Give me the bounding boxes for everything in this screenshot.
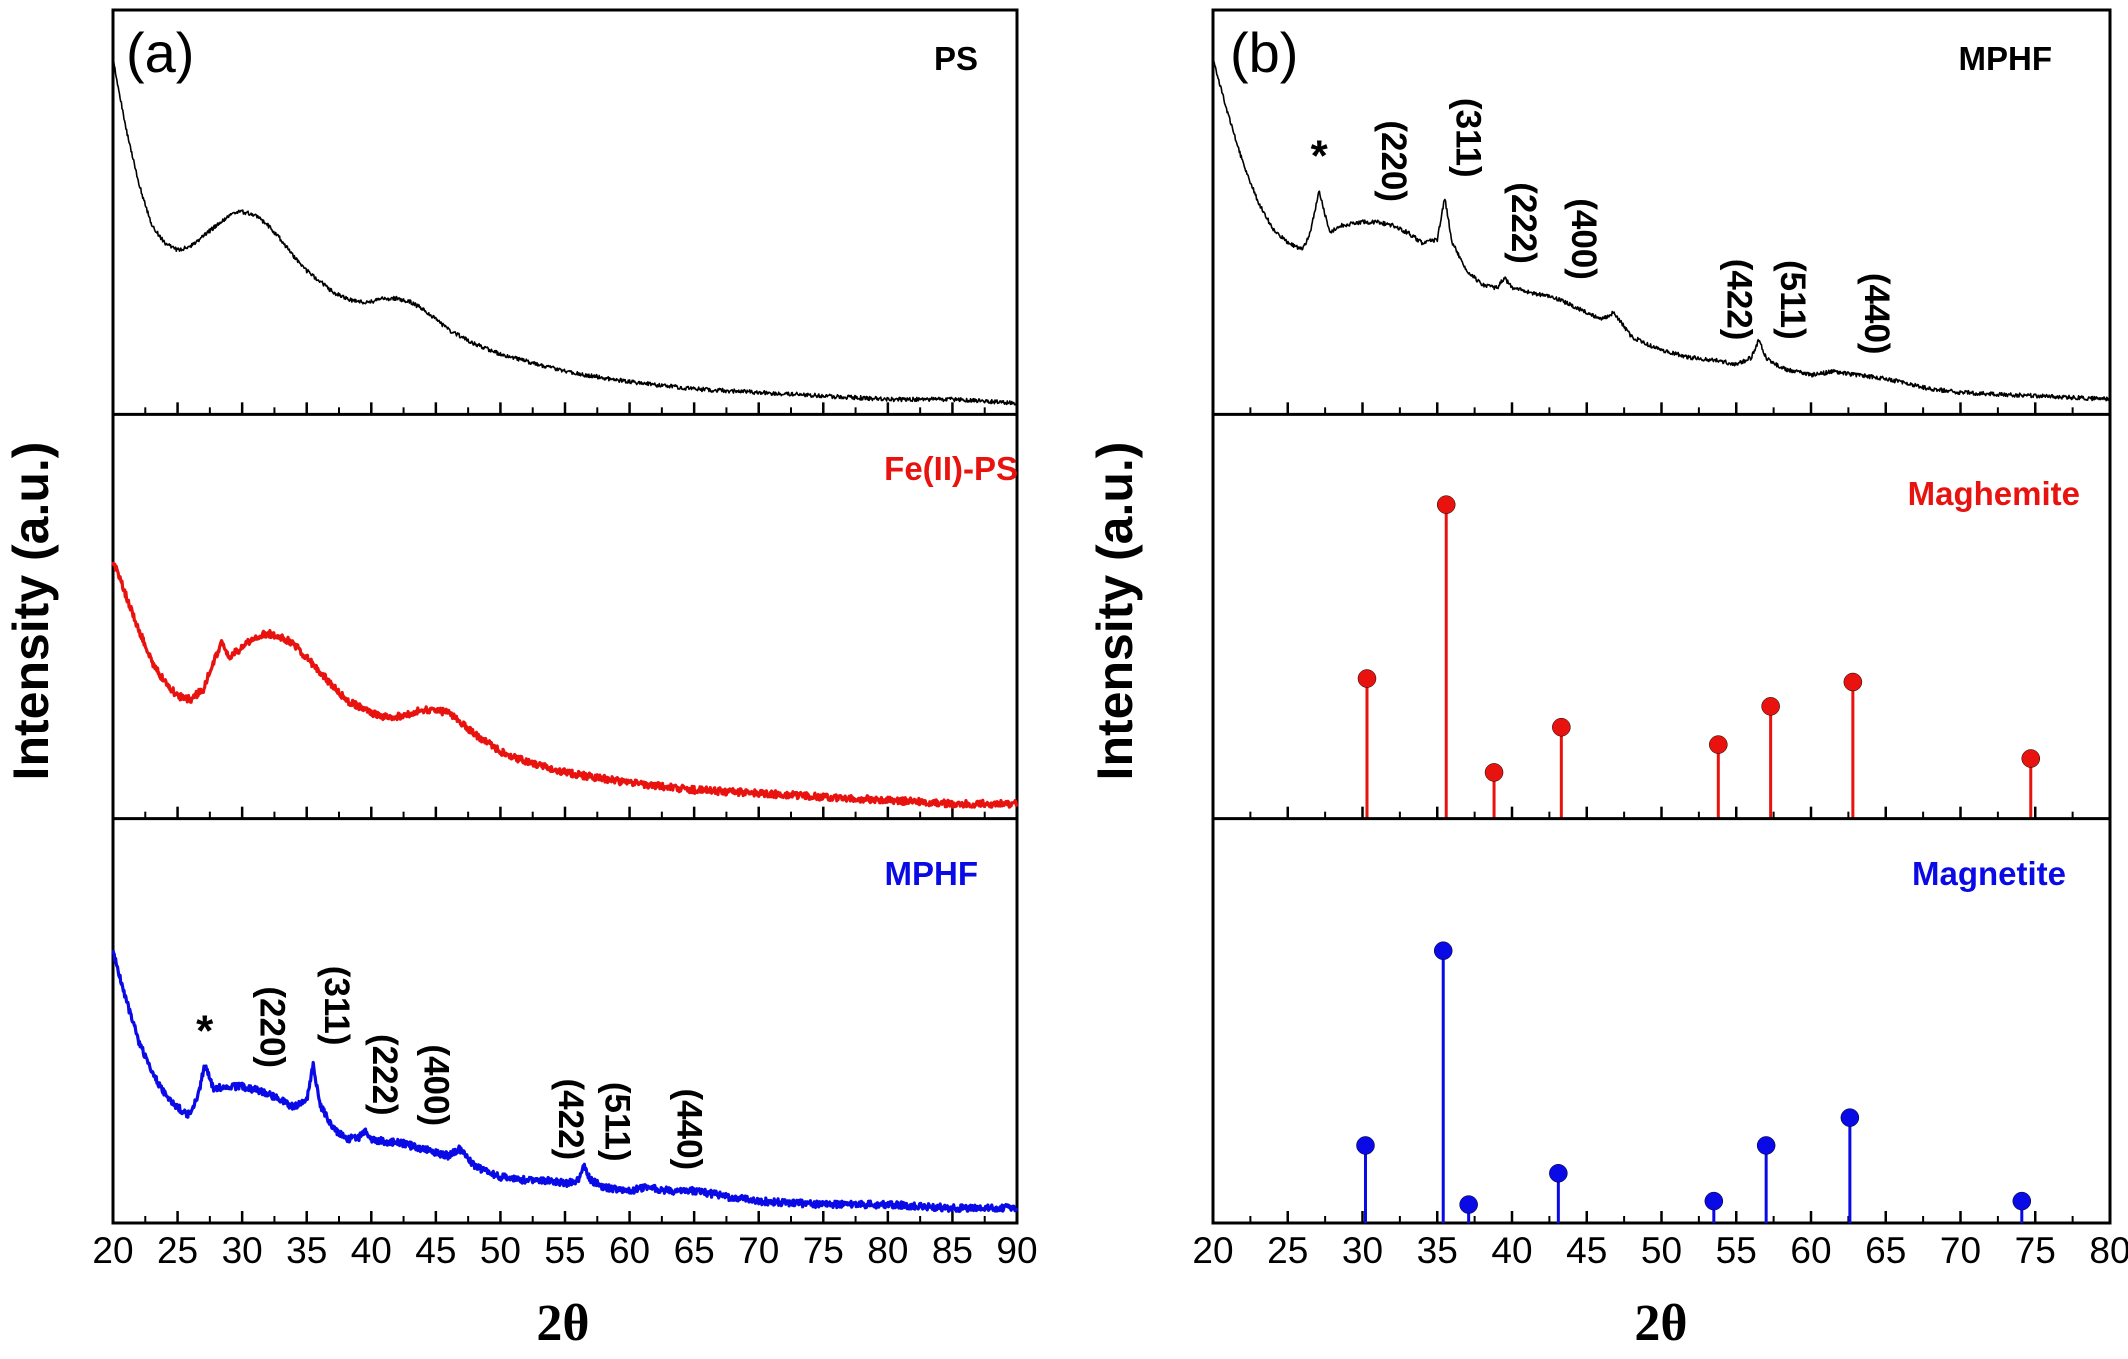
peak-label: (220) (1374, 120, 1413, 202)
x-tick-label: 20 (1192, 1230, 1233, 1271)
reference-peak-marker (1756, 1136, 1776, 1155)
diffraction-curve (111, 561, 1019, 809)
reference-peak-marker (1459, 1195, 1478, 1214)
peak-label: (400) (417, 1044, 456, 1126)
x-tick-label: 70 (1940, 1230, 1981, 1271)
series-name-label: Magnetite (1912, 855, 2066, 892)
reference-peak-marker (1709, 735, 1728, 754)
x-tick-label: 20 (92, 1230, 133, 1271)
reference-peak-marker (1761, 697, 1780, 716)
panel-a-label: (a) (126, 21, 194, 84)
x-tick-label: 65 (1865, 1230, 1906, 1271)
series-name-label: Maghemite (1908, 475, 2080, 512)
peak-label: (511) (597, 1082, 636, 1162)
x-tick-label: 50 (480, 1230, 521, 1271)
x-tick-label: 65 (674, 1230, 715, 1271)
x-tick-label: 35 (286, 1230, 327, 1271)
series-name-label: MPHF (885, 855, 979, 892)
peak-label: (311) (317, 966, 356, 1046)
series-name-label: MPHF (1959, 40, 2053, 77)
reference-peak-marker (1356, 1136, 1375, 1155)
x-tick-label: 55 (544, 1230, 585, 1271)
x-tick-label: 25 (1267, 1230, 1308, 1271)
x-tick-label: 25 (157, 1230, 198, 1271)
x-tick-label: 45 (1566, 1230, 1607, 1271)
peak-label: (222) (365, 1034, 404, 1116)
diffraction-curve (1212, 58, 2111, 402)
panel-b-x-axis-label: 2θ (1634, 1295, 1687, 1352)
peak-label: (422) (551, 1079, 590, 1161)
x-tick-label: 70 (738, 1230, 779, 1271)
peak-label: * (196, 1006, 214, 1055)
diffraction-curve (111, 949, 1019, 1213)
reference-peak-marker (1840, 1108, 1860, 1127)
reference-peak-marker (2012, 1191, 2032, 1211)
reference-peak-marker (1433, 941, 1453, 960)
peak-label: * (1311, 132, 1329, 181)
panel-b-label: (b) (1230, 21, 1298, 84)
plot-frame-b (1211, 8, 2112, 1225)
peak-label: (220) (253, 986, 292, 1068)
x-tick-label: 35 (1417, 1230, 1458, 1271)
x-tick-label: 80 (867, 1230, 908, 1271)
plot-frame-a (111, 8, 1019, 1225)
x-tick-label: 30 (222, 1230, 263, 1271)
series-name-label: Fe(II)-PS (884, 450, 1018, 487)
peak-label: (422) (1719, 259, 1758, 341)
peak-label: (400) (1564, 198, 1603, 280)
reference-peak-marker (1843, 672, 1863, 692)
reference-peak-marker (1484, 763, 1504, 782)
panel-a: (a) Intensity (a.u.) 2θ PS Fe(II)-PS * (220… (3, 8, 1038, 1352)
x-tick-label: 30 (1342, 1230, 1383, 1271)
panel-b: (b) Intensity (a.u.) 2θ * (220) (311) (222)… (1087, 8, 2128, 1352)
x-tick-label: 60 (609, 1230, 650, 1271)
peak-label: (511) (1773, 260, 1812, 340)
peak-label: (440) (670, 1088, 709, 1170)
panel-a-x-axis-label: 2θ (536, 1295, 589, 1352)
reference-peak-marker (2021, 749, 2041, 768)
x-tick-label: 40 (1491, 1230, 1532, 1271)
x-tick-label: 75 (803, 1230, 844, 1271)
peak-label: (311) (1449, 98, 1488, 178)
reference-peak-marker (1436, 495, 1456, 514)
x-tick-label: 40 (351, 1230, 392, 1271)
x-tick-label: 75 (2015, 1230, 2056, 1271)
diffraction-curve (112, 58, 1018, 406)
x-tick-label: 85 (932, 1230, 973, 1271)
reference-peak-marker (1357, 669, 1377, 688)
x-tick-label: 80 (2089, 1230, 2128, 1271)
x-tick-label: 50 (1641, 1230, 1682, 1271)
panel-a-y-axis-label: Intensity (a.u.) (3, 442, 59, 781)
x-tick-label: 60 (1790, 1230, 1831, 1271)
x-tick-label: 90 (996, 1230, 1037, 1271)
peak-label: (222) (1504, 182, 1543, 264)
x-tick-label: 55 (1716, 1230, 1757, 1271)
reference-peak-marker (1704, 1191, 1724, 1211)
series-name-label: PS (934, 40, 978, 77)
reference-peak-marker (1549, 1164, 1568, 1183)
x-tick-label: 45 (415, 1230, 456, 1271)
reference-peak-marker (1552, 717, 1571, 737)
peak-label: (440) (1857, 273, 1896, 355)
panel-b-y-axis-label: Intensity (a.u.) (1087, 442, 1143, 781)
